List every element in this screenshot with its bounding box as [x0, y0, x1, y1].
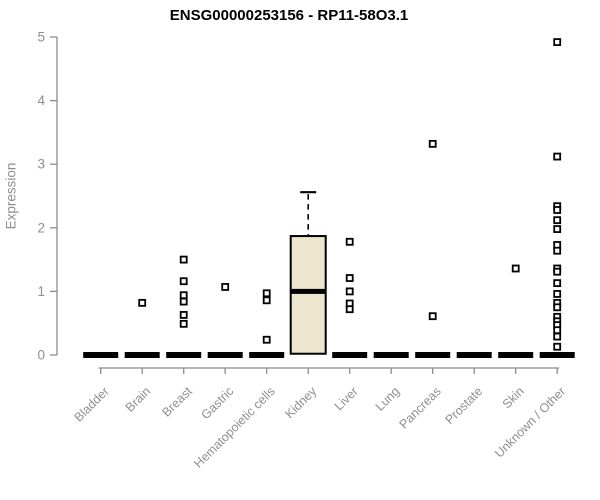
outlier-point	[138, 298, 147, 307]
outlier-point	[553, 152, 562, 161]
x-category-label: Liver	[332, 384, 361, 413]
x-category-label: Brain	[123, 384, 154, 415]
outlier-point	[179, 291, 188, 300]
zero-bar	[415, 352, 451, 358]
outlier-point	[553, 267, 562, 276]
zero-bar	[498, 352, 534, 358]
zero-bar	[83, 352, 119, 358]
y-tick-label: 2	[37, 220, 45, 235]
x-category-label: Bladder	[71, 384, 111, 424]
y-tick-label: 1	[37, 284, 45, 299]
outlier-point	[179, 311, 188, 319]
outlier-point	[262, 335, 271, 344]
outlier-point	[428, 312, 437, 321]
outlier-point	[179, 297, 188, 306]
outlier-point	[262, 289, 271, 298]
outlier-point	[345, 237, 354, 246]
outlier-point	[553, 225, 562, 233]
outlier-point	[345, 274, 354, 282]
zero-bar	[332, 352, 368, 358]
outlier-point	[553, 38, 562, 46]
outlier-point	[179, 319, 188, 328]
x-category-label: Hematopoietic cells	[191, 384, 278, 471]
outlier-point	[428, 139, 437, 148]
x-category-label: Unknown / Other	[492, 384, 568, 460]
y-tick-label: 0	[37, 348, 45, 363]
outlier-point	[221, 283, 230, 291]
x-category-label: Pancreas	[397, 384, 444, 431]
outlier-point	[511, 264, 520, 273]
outlier-point	[553, 206, 562, 214]
median-line	[290, 288, 326, 294]
outlier-point	[345, 287, 354, 296]
zero-bar	[124, 352, 160, 358]
outlier-point	[553, 279, 562, 288]
y-tick-label: 5	[37, 30, 45, 45]
outlier-point	[553, 342, 562, 351]
x-category-label: Lung	[373, 384, 403, 414]
zero-bar	[456, 352, 492, 358]
zero-bar	[249, 352, 285, 358]
outlier-point	[262, 296, 271, 305]
outlier-point	[345, 305, 354, 314]
x-category-label: Prostate	[442, 384, 485, 427]
zero-bar	[539, 352, 575, 358]
y-tick-label: 3	[37, 157, 45, 172]
outlier-point	[553, 216, 562, 225]
outlier-point	[553, 332, 562, 341]
outlier-point	[179, 277, 188, 286]
x-category-label: Skin	[500, 384, 527, 411]
outlier-point	[553, 303, 562, 312]
outlier-point	[553, 246, 562, 255]
zero-bar	[166, 352, 202, 358]
y-tick-label: 4	[37, 93, 45, 108]
zero-bar	[373, 352, 409, 358]
zero-bar	[207, 352, 243, 358]
outlier-point	[553, 290, 562, 298]
chart-title: ENSG00000253156 - RP11-58O3.1	[169, 7, 409, 24]
outlier-point	[553, 326, 562, 335]
box	[289, 235, 327, 355]
x-category-label: Kidney	[282, 384, 319, 421]
x-category-label: Breast	[159, 384, 195, 420]
x-category-label: Gastric	[198, 384, 236, 422]
outlier-point	[179, 255, 188, 264]
